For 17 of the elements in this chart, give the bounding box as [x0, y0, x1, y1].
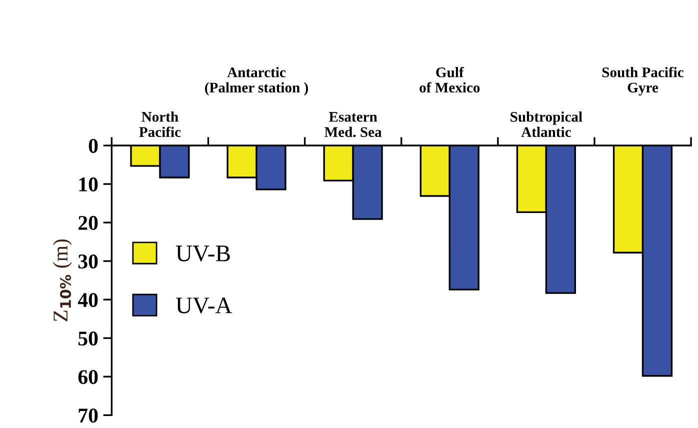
- y-tick-label: 60: [78, 370, 98, 384]
- y-axis-title: Z$_{10%}$ (m): [52, 239, 72, 322]
- x-tick-label: Subtropical Atlantic: [510, 111, 582, 137]
- x-tick-label: Gulf of Mexico: [420, 66, 480, 93]
- legend-label: UV-A: [176, 298, 232, 314]
- x-tick-label: North Pacific: [139, 111, 181, 137]
- x-tick-label: South Pacific Gyre: [602, 66, 684, 96]
- y-tick-label: 0: [88, 138, 98, 153]
- y-tick-label: 40: [78, 292, 98, 308]
- y-tick-label: 10: [79, 177, 98, 192]
- x-tick-label: Antarctic (Palmer station ): [205, 67, 308, 96]
- y-tick-label: 50: [78, 331, 98, 346]
- y-tick-label: 70: [78, 408, 98, 423]
- y-tick-label: 30: [78, 254, 98, 269]
- x-tick-label: Esatern Med. Sea: [324, 112, 382, 138]
- y-tick-label: 20: [78, 216, 98, 230]
- legend-label: UV-B: [176, 246, 230, 262]
